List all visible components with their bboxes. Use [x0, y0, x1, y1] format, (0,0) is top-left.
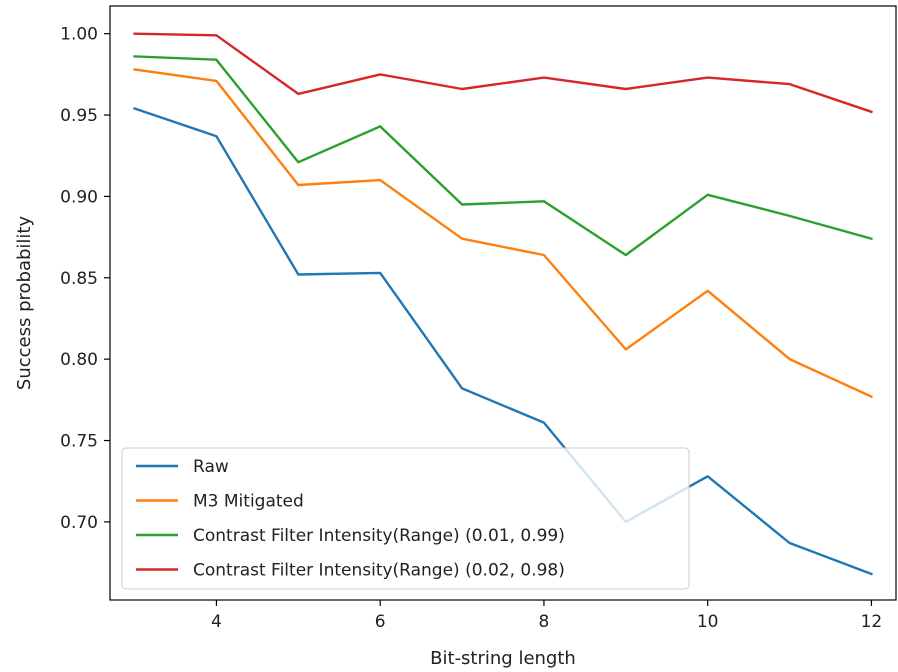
series-layer [133, 32, 873, 576]
series-line-4 [133, 32, 873, 114]
legend-label-3: Contrast Filter Intensity(Range) (0.01, … [193, 526, 565, 546]
y-tick-label: 0.95 [60, 106, 98, 126]
series-line-1 [133, 106, 873, 576]
series-line-2 [133, 68, 873, 399]
x-axis-ticks: 4 6 8 10 12 [211, 600, 882, 632]
y-tick-label: 0.80 [60, 350, 98, 370]
x-axis-label: Bit-string length [430, 648, 576, 669]
legend-label-1: Raw [193, 457, 229, 477]
series-line-3 [133, 55, 873, 257]
x-tick-label: 8 [539, 612, 550, 632]
y-tick-label: 0.70 [60, 513, 98, 533]
x-tick-label: 12 [861, 612, 883, 632]
y-tick-label: 0.90 [60, 187, 98, 207]
legend: Raw M3 Mitigated Contrast Filter Intensity… [121, 447, 690, 590]
legend-label-4: Contrast Filter Intensity(Range) (0.02, … [193, 561, 565, 581]
x-tick-label: 10 [697, 612, 719, 632]
legend-frame [121, 447, 690, 590]
y-axis-ticks: 0.70 0.75 0.80 0.85 0.90 0.95 1.00 [60, 25, 110, 533]
y-axis-label: Success probability [14, 216, 35, 391]
x-tick-label: 6 [375, 612, 386, 632]
y-tick-label: 1.00 [60, 25, 98, 45]
plot-frame [109, 5, 897, 601]
x-tick-label: 4 [211, 612, 222, 632]
y-tick-label: 0.75 [60, 432, 98, 452]
y-tick-label: 0.85 [60, 269, 98, 289]
legend-label-2: M3 Mitigated [193, 492, 304, 512]
